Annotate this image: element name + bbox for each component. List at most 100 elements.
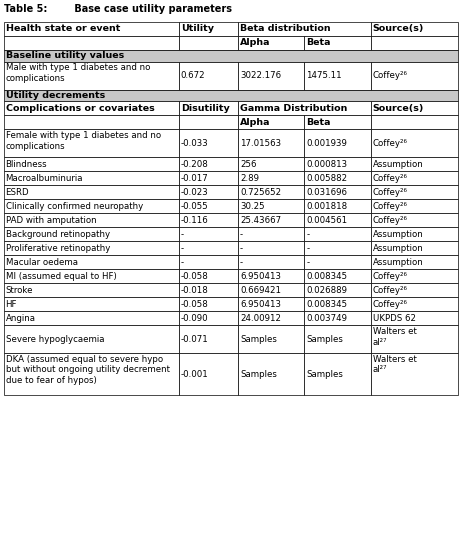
Text: -0.090: -0.090 (181, 314, 208, 322)
Bar (304, 185, 371, 199)
Bar (371, 269, 458, 283)
Bar (371, 199, 458, 213)
Text: Samples: Samples (306, 334, 343, 344)
Text: PAD with amputation: PAD with amputation (6, 216, 96, 225)
Text: Blindness: Blindness (6, 160, 47, 169)
Text: -: - (306, 230, 310, 238)
Bar (371, 22, 458, 36)
Bar (304, 157, 371, 171)
Bar (4, 101, 179, 115)
Text: 3022.176: 3022.176 (240, 71, 281, 80)
Bar (4, 283, 179, 297)
Text: Beta: Beta (306, 118, 331, 127)
Bar (371, 213, 458, 227)
Bar (371, 283, 458, 297)
Bar (179, 325, 238, 353)
Text: 24.00912: 24.00912 (240, 314, 281, 322)
Text: MI (assumed equal to HF): MI (assumed equal to HF) (6, 272, 116, 281)
Text: Samples: Samples (240, 334, 277, 344)
Bar (371, 157, 458, 171)
Bar (238, 311, 304, 325)
Bar (4, 157, 179, 171)
Bar (304, 36, 371, 50)
Text: 0.005882: 0.005882 (306, 174, 347, 183)
Bar (371, 325, 458, 353)
Bar (179, 353, 238, 395)
Bar (371, 101, 458, 115)
Bar (4, 353, 179, 395)
Text: Clinically confirmed neuropathy: Clinically confirmed neuropathy (6, 202, 143, 211)
Text: Coffey²⁶: Coffey²⁶ (372, 202, 407, 211)
Bar (179, 241, 238, 255)
Text: Baseline utility values: Baseline utility values (6, 51, 124, 60)
Text: -: - (181, 257, 184, 267)
Bar (4, 62, 179, 89)
Text: -: - (240, 244, 243, 253)
Text: Source(s): Source(s) (372, 104, 424, 113)
Text: Male with type 1 diabetes and no
complications: Male with type 1 diabetes and no complic… (6, 63, 150, 83)
Bar (4, 36, 179, 50)
Bar (4, 50, 458, 62)
Bar (238, 130, 304, 157)
Text: Proliferative retinopathy: Proliferative retinopathy (6, 244, 110, 253)
Bar (179, 227, 238, 241)
Bar (4, 199, 179, 213)
Text: Table 5:        Base case utility parameters: Table 5: Base case utility parameters (4, 4, 232, 14)
Text: Severe hypoglycaemia: Severe hypoglycaemia (6, 334, 104, 344)
Text: Walters et
al²⁷: Walters et al²⁷ (372, 354, 416, 375)
Bar (371, 130, 458, 157)
Text: Complications or covariates: Complications or covariates (6, 104, 154, 113)
Bar (179, 115, 238, 130)
Text: ESRD: ESRD (6, 188, 29, 197)
Text: Angina: Angina (6, 314, 36, 322)
Bar (4, 325, 179, 353)
Text: 0.672: 0.672 (181, 71, 206, 80)
Bar (304, 62, 371, 89)
Bar (179, 199, 238, 213)
Bar (238, 185, 304, 199)
Text: -: - (306, 257, 310, 267)
Bar (238, 115, 304, 130)
Bar (371, 62, 458, 89)
Bar (179, 283, 238, 297)
Text: Assumption: Assumption (372, 257, 423, 267)
Text: Assumption: Assumption (372, 244, 423, 253)
Text: 0.725652: 0.725652 (240, 188, 281, 197)
Bar (371, 227, 458, 241)
Bar (304, 283, 371, 297)
Bar (238, 227, 304, 241)
Bar (4, 311, 179, 325)
Text: Utility decrements: Utility decrements (6, 91, 105, 100)
Bar (179, 171, 238, 185)
Bar (179, 130, 238, 157)
Text: Coffey²⁶: Coffey²⁶ (372, 272, 407, 281)
Bar (179, 185, 238, 199)
Text: 0.000813: 0.000813 (306, 160, 347, 169)
Bar (238, 199, 304, 213)
Text: Coffey²⁶: Coffey²⁶ (372, 188, 407, 197)
Text: -: - (181, 244, 184, 253)
Text: 30.25: 30.25 (240, 202, 265, 211)
Text: Disutility: Disutility (181, 104, 230, 113)
Bar (238, 283, 304, 297)
Text: Coffey²⁶: Coffey²⁶ (372, 300, 407, 308)
Bar (4, 171, 179, 185)
Text: Coffey²⁶: Coffey²⁶ (372, 174, 407, 183)
Text: Coffey²⁶: Coffey²⁶ (372, 286, 407, 295)
Bar (304, 130, 371, 157)
Text: Utility: Utility (181, 24, 214, 33)
Bar (179, 36, 238, 50)
Bar (304, 297, 371, 311)
Text: Alpha: Alpha (240, 38, 270, 47)
Text: Alpha: Alpha (240, 118, 270, 127)
Bar (4, 269, 179, 283)
Bar (4, 115, 179, 130)
Text: Samples: Samples (240, 370, 277, 378)
Bar (4, 22, 179, 36)
Text: 0.001939: 0.001939 (306, 139, 347, 148)
Bar (4, 213, 179, 227)
Bar (238, 171, 304, 185)
Text: Assumption: Assumption (372, 230, 423, 238)
Bar (179, 62, 238, 89)
Bar (371, 311, 458, 325)
